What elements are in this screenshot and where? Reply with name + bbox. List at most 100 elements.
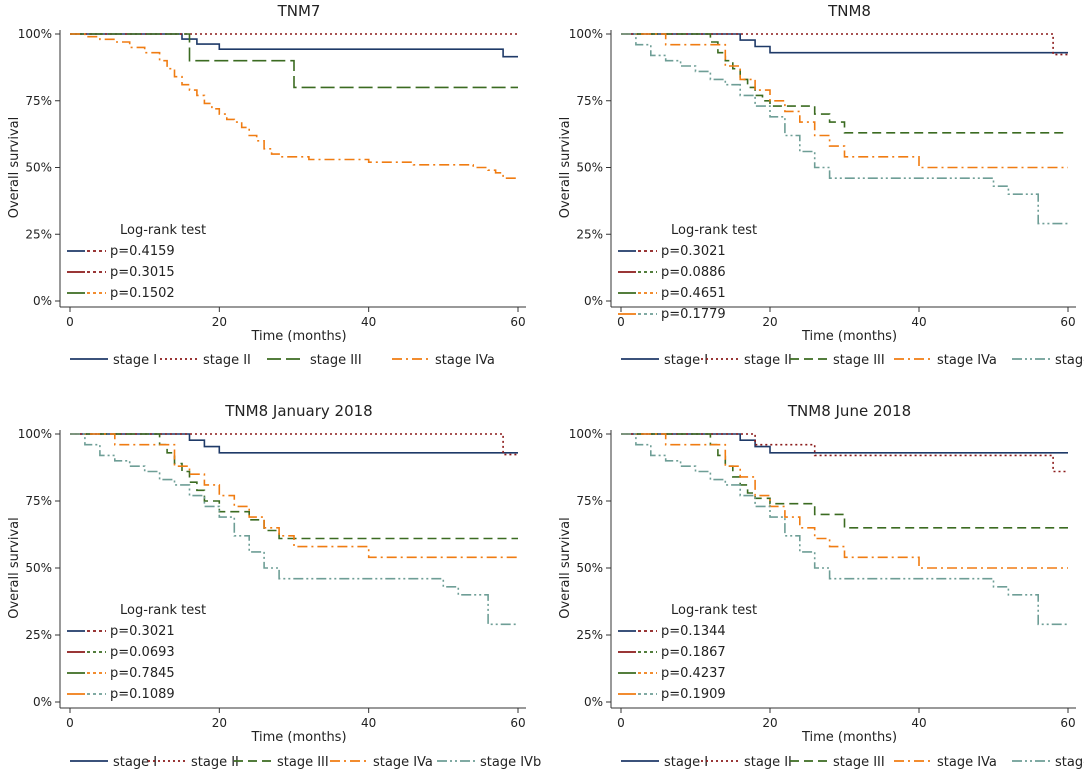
y-tick-label: 100% <box>569 427 603 441</box>
legend-label: stage II <box>744 353 792 368</box>
x-tick-label: 20 <box>212 716 227 730</box>
legend-label: stage III <box>277 755 329 770</box>
y-axis-label: Overall survival <box>558 117 573 219</box>
x-tick-label: 0 <box>617 716 625 730</box>
logrank-p-value: p=0.7845 <box>110 666 175 681</box>
chart-panel-4: TNM8 June 2018 0% 25% 50% 75% 100% 0 20 40 60 Time… <box>558 402 1084 770</box>
chart-title: TNM8 <box>827 2 871 20</box>
x-tick-label: 60 <box>1060 315 1075 329</box>
logrank-p-value: p=0.3021 <box>661 244 726 259</box>
series-line-stage-iva <box>70 433 518 559</box>
chart-panel-3: TNM8 January 2018 0% 25% 50% 75% 100% 0 20 40 60 T… <box>7 402 541 770</box>
y-tick-label: 75% <box>25 94 52 108</box>
logrank-p-value: p=0.3015 <box>110 265 175 280</box>
legend-label: stage I <box>664 755 708 770</box>
y-tick-label: 0% <box>33 294 52 308</box>
logrank-title: Log-rank test <box>671 223 757 238</box>
logrank-p-value: p=0.1867 <box>661 645 726 660</box>
legend-label: stage IVa <box>937 353 997 368</box>
x-tick-label: 40 <box>911 716 926 730</box>
x-tick-label: 20 <box>762 716 777 730</box>
logrank-p-value: p=0.0693 <box>110 645 175 660</box>
x-tick-label: 60 <box>1060 716 1075 730</box>
x-axis-label: Time (months) <box>801 730 897 745</box>
y-tick-label: 100% <box>18 427 52 441</box>
chart-title: TNM7 <box>277 2 321 20</box>
legend-label: stage II <box>203 353 251 368</box>
y-tick-label: 75% <box>576 94 603 108</box>
legend-label: stage II <box>744 755 792 770</box>
legend-label: stage IVb <box>1055 755 1084 770</box>
x-tick-label: 40 <box>361 315 376 329</box>
x-tick-label: 60 <box>510 315 525 329</box>
logrank-p-value: p=0.1344 <box>661 624 726 639</box>
series-line-stage-ii <box>70 433 518 456</box>
x-tick-label: 40 <box>911 315 926 329</box>
logrank-p-value: p=0.1089 <box>110 687 175 702</box>
legend-label: stage IVb <box>480 755 541 770</box>
series-line-stage-i <box>70 33 518 58</box>
logrank-title: Log-rank test <box>120 223 206 238</box>
legend-label: stage III <box>833 755 885 770</box>
legend-label: stage III <box>833 353 885 368</box>
y-tick-label: 50% <box>576 161 603 175</box>
y-tick-label: 100% <box>18 27 52 41</box>
series-line-stage-ii <box>621 33 1068 56</box>
x-tick-label: 0 <box>66 716 74 730</box>
y-tick-label: 0% <box>584 294 603 308</box>
series-line-stage-ivb <box>621 33 1068 225</box>
y-tick-label: 25% <box>576 227 603 241</box>
x-tick-label: 0 <box>617 315 625 329</box>
logrank-p-value: p=0.4159 <box>110 244 175 259</box>
x-tick-label: 20 <box>762 315 777 329</box>
logrank-p-value: p=0.1779 <box>661 307 726 322</box>
y-tick-label: 50% <box>25 561 52 575</box>
logrank-title: Log-rank test <box>120 603 206 618</box>
logrank-p-value: p=0.4237 <box>661 666 726 681</box>
y-tick-label: 25% <box>25 227 52 241</box>
series-line-stage-i <box>70 433 518 454</box>
legend-label: stage II <box>191 755 239 770</box>
legend-label: stage IVb <box>1055 353 1084 368</box>
series-line-stage-ii <box>621 433 1068 473</box>
logrank-p-value: p=0.1909 <box>661 687 726 702</box>
series-line-stage-iva <box>621 33 1068 169</box>
y-tick-label: 25% <box>576 628 603 642</box>
logrank-p-value: p=0.0886 <box>661 265 726 280</box>
legend-label: stage III <box>310 353 362 368</box>
chart-title: TNM8 January 2018 <box>224 402 372 420</box>
series-line-stage-i <box>621 433 1068 454</box>
y-tick-label: 75% <box>576 494 603 508</box>
legend-label: stage I <box>113 755 157 770</box>
series-line-stage-iii <box>621 33 1068 134</box>
series-line-stage-iva <box>70 33 518 179</box>
y-tick-label: 100% <box>569 27 603 41</box>
series-line-stage-iii <box>70 33 518 89</box>
logrank-p-value: p=0.3021 <box>110 624 175 639</box>
series-line-stage-ivb <box>621 433 1068 626</box>
chart-title: TNM8 June 2018 <box>787 402 911 420</box>
series-line-stage-ivb <box>70 433 518 626</box>
y-tick-label: 25% <box>25 628 52 642</box>
y-tick-label: 75% <box>25 494 52 508</box>
legend-label: stage IVa <box>937 755 997 770</box>
x-tick-label: 60 <box>510 716 525 730</box>
series-line-stage-iii <box>70 433 518 540</box>
logrank-p-value: p=0.1502 <box>110 286 175 301</box>
y-tick-label: 50% <box>25 161 52 175</box>
y-axis-label: Overall survival <box>7 517 22 619</box>
chart-panel-1: TNM7 0% 25% 50% 75% 100% 0 20 40 60 Time (months) O… <box>7 2 526 368</box>
chart-panel-2: TNM8 0% 25% 50% 75% 100% 0 20 40 60 Time (months) O… <box>558 2 1084 368</box>
y-tick-label: 0% <box>584 695 603 709</box>
legend-label: stage IVa <box>373 755 433 770</box>
x-axis-label: Time (months) <box>801 329 897 344</box>
series-line-stage-iva <box>621 433 1068 569</box>
logrank-title: Log-rank test <box>671 603 757 618</box>
x-axis-label: Time (months) <box>250 730 346 745</box>
y-tick-label: 0% <box>33 695 52 709</box>
y-axis-label: Overall survival <box>558 517 573 619</box>
series-line-stage-i <box>621 33 1068 54</box>
y-axis-label: Overall survival <box>7 117 22 219</box>
x-axis-label: Time (months) <box>250 329 346 344</box>
